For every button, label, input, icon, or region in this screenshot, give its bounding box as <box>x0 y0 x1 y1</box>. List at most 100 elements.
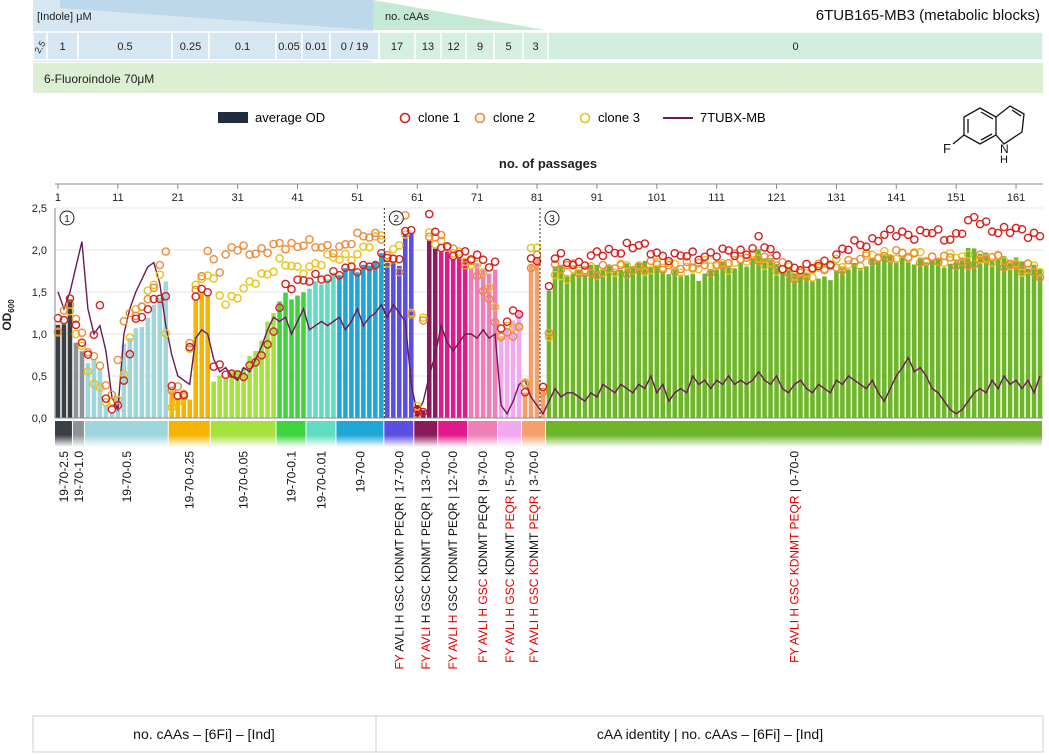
marker-clone2 <box>802 272 811 282</box>
header-cell-label: 0 / 19 <box>341 41 369 53</box>
marker-clone1 <box>466 255 476 264</box>
marker-clone1 <box>712 252 721 261</box>
marker-clone1 <box>185 342 195 352</box>
segment-band-fade <box>336 435 384 447</box>
marker-clone3 <box>341 249 350 259</box>
phase-marker <box>388 210 404 226</box>
indole-label: [Indole] μM <box>37 11 92 23</box>
bar <box>768 258 773 418</box>
x-tick-label: 71 <box>471 192 483 204</box>
segment-band-fade <box>384 435 414 447</box>
marker-clone3 <box>365 242 374 252</box>
marker-clone3 <box>275 254 284 263</box>
marker-clone1 <box>778 264 787 274</box>
marker-clone2 <box>676 264 686 274</box>
marker-clone1 <box>478 255 488 265</box>
y-tick-label: 0,0 <box>32 413 47 425</box>
marker-clone2 <box>616 260 626 270</box>
bar <box>313 281 318 418</box>
marker-clone1 <box>724 246 733 255</box>
segment-label: FY AVLI H GSC KDNMT PEQR | 5-70-0 <box>503 451 517 663</box>
marker-clone1 <box>862 242 871 252</box>
phase-markers: 1 2 3 <box>59 208 560 418</box>
segment-label: 19-70-1.0 <box>72 451 86 503</box>
bottom-right-box <box>375 715 1044 753</box>
marker-clone3 <box>317 260 326 270</box>
bar <box>606 264 612 418</box>
bar <box>85 363 91 418</box>
marker-clone1 <box>814 261 823 271</box>
segment-label: 19-70-0.05 <box>237 451 251 509</box>
marker-clone2 <box>185 338 195 348</box>
segment-band <box>276 421 306 435</box>
segment-band <box>546 421 1042 435</box>
bar <box>732 268 737 418</box>
marker-clone3 <box>957 252 967 261</box>
bar <box>409 232 414 418</box>
marker-clone1 <box>472 250 482 260</box>
marker-clone1 <box>598 251 608 261</box>
bar <box>199 293 204 418</box>
marker-clone3 <box>89 379 99 389</box>
marker-clone1 <box>880 230 889 240</box>
marker-clone3 <box>257 269 266 278</box>
marker-clone2 <box>215 268 224 277</box>
marker-clone3 <box>610 268 620 278</box>
bar <box>235 370 240 418</box>
x-tick-label: 1 <box>55 192 61 204</box>
marker-clone2 <box>167 386 177 396</box>
bar <box>343 268 348 418</box>
bar <box>265 321 270 418</box>
marker-clone2 <box>784 268 793 278</box>
bar <box>67 299 73 418</box>
marker-clone1 <box>508 306 518 315</box>
marker-clone1 <box>891 231 901 241</box>
bar <box>828 280 833 418</box>
marker-clone1 <box>161 291 171 301</box>
header-cell-label: 0.5 <box>117 41 132 53</box>
marker-clone2 <box>790 275 799 285</box>
marker-clone2 <box>329 249 338 258</box>
bar <box>151 304 157 418</box>
caa-wedge <box>373 0 545 30</box>
bar <box>139 327 145 418</box>
bar <box>283 292 288 418</box>
segment-band-fade <box>438 435 468 447</box>
marker-clone2 <box>484 294 494 304</box>
marker-clone2 <box>921 257 931 267</box>
bar <box>642 260 648 418</box>
marker-clone3 <box>281 261 290 270</box>
marker-clone1 <box>484 263 494 272</box>
segment-band <box>522 421 546 435</box>
marker-clone1 <box>502 317 512 326</box>
marker-clone2 <box>251 249 260 259</box>
bar <box>959 258 965 418</box>
marker-clone2 <box>604 264 614 273</box>
marker-clone2 <box>89 351 99 361</box>
bar <box>888 254 893 418</box>
series-line-7tubx-mb <box>57 241 1041 416</box>
marker-clone1 <box>371 260 380 270</box>
marker-clone1 <box>682 251 692 261</box>
marker-clone1 <box>730 251 739 261</box>
marker-clone2 <box>275 238 284 248</box>
marker-clone1 <box>95 300 105 310</box>
marker-clone1 <box>927 228 937 238</box>
bar <box>1013 257 1019 418</box>
marker-clone3 <box>562 275 572 284</box>
bar <box>145 317 151 418</box>
bar <box>672 269 678 418</box>
bar <box>612 270 618 418</box>
marker-clone1 <box>227 369 236 378</box>
marker-clone2 <box>951 261 961 271</box>
x-tick-label: 141 <box>887 192 905 204</box>
bar <box>618 269 624 418</box>
marker-clone2 <box>347 239 356 249</box>
bar <box>486 273 492 418</box>
marker-clone2 <box>550 259 560 269</box>
marker-clone2 <box>173 382 183 391</box>
header-cell <box>465 31 495 61</box>
marker-clone1 <box>137 312 147 322</box>
bar <box>786 268 791 418</box>
marker-clone1 <box>736 245 745 255</box>
